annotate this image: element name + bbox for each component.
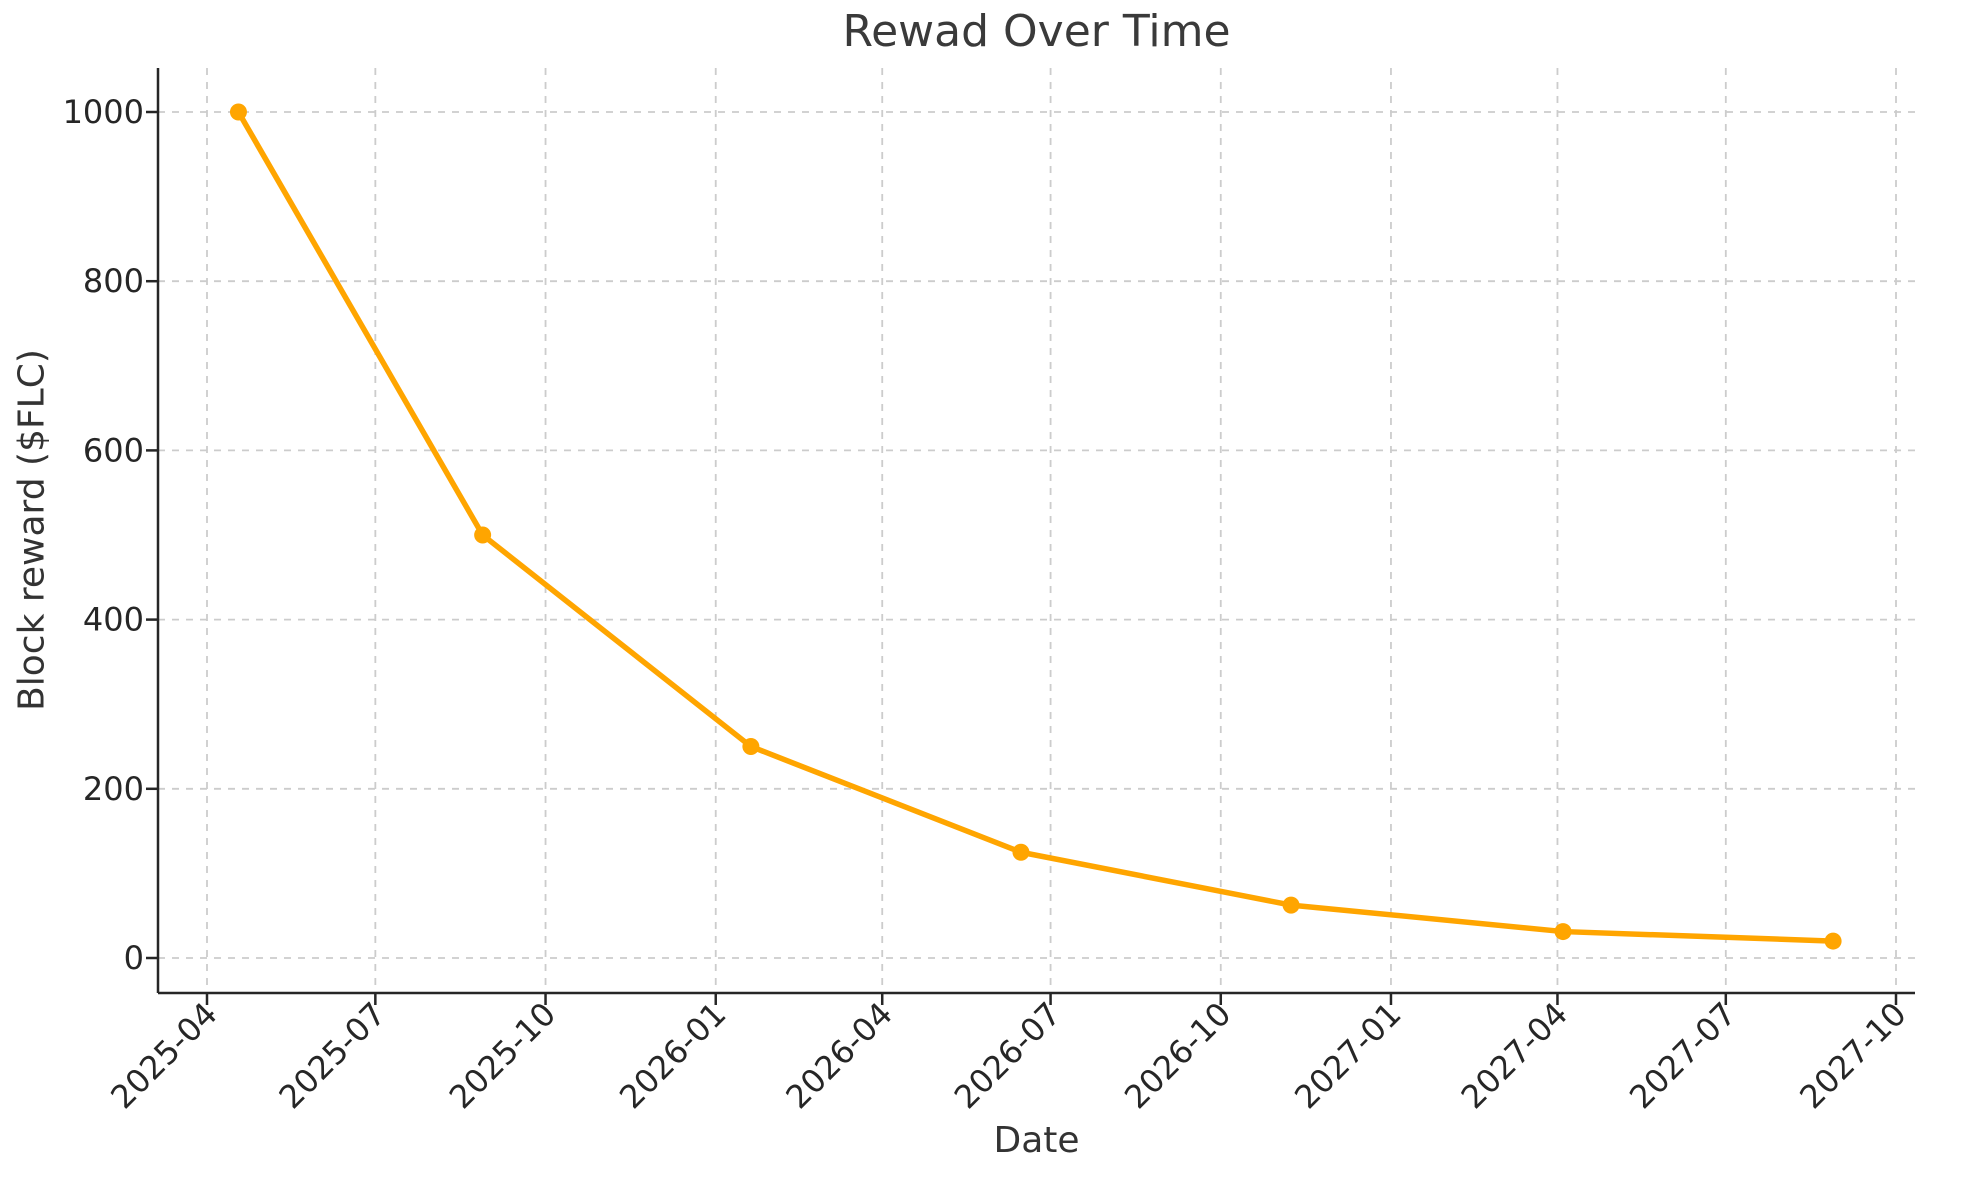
y-tick-label: 200 [83,770,144,808]
x-tick-label: 2026-04 [778,995,899,1116]
series-line [235,109,1836,944]
x-tick-label: 2025-07 [272,995,393,1116]
data-point-marker [1824,932,1842,950]
x-tick-label: 2027-10 [1792,995,1913,1116]
y-tick-label: 800 [83,262,144,300]
y-tick-label: 400 [83,601,144,639]
data-point-marker [1282,896,1300,914]
data-point-marker [229,103,247,121]
data-point-marker [474,526,492,544]
y-tick-label: 1000 [63,93,144,131]
data-point-marker [1554,923,1572,941]
x-tick-label: 2027-07 [1622,995,1743,1116]
x-tick-label: 2027-04 [1454,995,1575,1116]
x-tick-label: 2025-10 [442,995,563,1116]
chart-title: Rewad Over Time [842,6,1231,57]
x-tick-label: 2027-01 [1287,995,1408,1116]
x-tick-label: 2026-01 [612,995,733,1116]
x-tick-label: 2025-04 [103,995,224,1116]
y-tick-label: 600 [83,431,144,469]
y-tick-label: 0 [124,939,144,977]
x-axis-label: Date [993,1120,1080,1161]
x-tick-label: 2026-10 [1117,995,1238,1116]
data-point-marker [742,738,760,755]
x-tick-label: 2026-07 [947,995,1068,1116]
data-point-marker [1012,843,1030,861]
